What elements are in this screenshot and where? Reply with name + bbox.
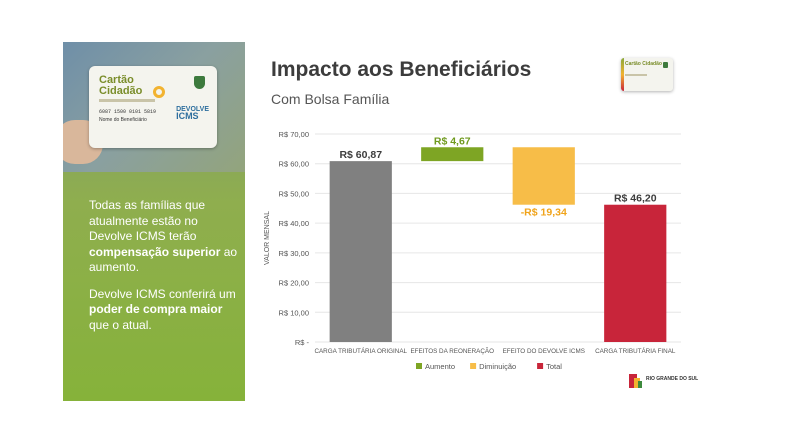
- x-tick-label: EFEITO DO DEVOLVE ICMS: [503, 348, 585, 355]
- card-photo: Cartão Cidadão 6087 1500 0101 5819 Nome …: [63, 42, 245, 172]
- left-panel: Cartão Cidadão 6087 1500 0101 5819 Nome …: [63, 42, 245, 401]
- card-stripe: [99, 99, 155, 102]
- slide-subtitle: Com Bolsa Família: [271, 91, 390, 107]
- cartao-cidadao-card: Cartão Cidadão 6087 1500 0101 5819 Nome …: [89, 66, 217, 148]
- bar-total: [329, 161, 392, 342]
- state-crest-icon: [194, 76, 205, 89]
- y-tick-label: R$ 70,00: [279, 130, 309, 139]
- bar-data-label: R$ 60,87: [339, 149, 382, 161]
- y-tick-label: R$ 30,00: [279, 249, 309, 258]
- bar-diminuicao: [512, 147, 575, 205]
- rs-logo-text: RIO GRANDE DO SUL: [646, 376, 699, 382]
- card-program-bottom: ICMS: [176, 111, 199, 121]
- chart-svg: R$ - R$ 10,00 R$ 20,00 R$ 30,00 R$ 40,00 R$ 5…: [264, 130, 681, 371]
- y-tick-label: R$ 10,00: [279, 308, 309, 317]
- bar-data-label: R$ 46,20: [614, 193, 657, 205]
- mini-card-stripe: [625, 74, 647, 76]
- mini-card-bar: [621, 58, 624, 91]
- x-tick-label: EFEITOS DA REONERAÇÃO: [410, 346, 494, 355]
- x-tick-label: CARGA TRIBUTÁRIA FINAL: [595, 346, 676, 355]
- paragraph-1-bold: compensação superior: [89, 244, 221, 259]
- bar-total: [604, 204, 667, 342]
- legend-label: Diminuição: [479, 362, 516, 371]
- paragraph-2: Devolve ICMS conferirá um poder de compr…: [89, 287, 239, 334]
- mini-card-logo: Cartão Cidadão: [621, 58, 673, 91]
- legend-label: Total: [546, 362, 562, 371]
- y-tick-label: R$ 60,00: [279, 160, 309, 169]
- left-text: Todas as famílias que atualmente estão n…: [89, 198, 239, 344]
- bar-aumento: [421, 147, 484, 162]
- x-tick-label: CARGA TRIBUTÁRIA ORIGINAL: [314, 346, 407, 355]
- paragraph-1-end: ao aumento.: [89, 244, 238, 275]
- card-program-top: DEVOLVE: [176, 106, 209, 113]
- rs-logo-icon: [629, 374, 642, 388]
- card-program-logo: DEVOLVE ICMS: [176, 106, 209, 121]
- paragraph-1: Todas as famílias que atualmente estão n…: [89, 198, 239, 276]
- legend-swatch: [470, 363, 477, 369]
- card-holder-name: Nome do Beneficiário: [99, 117, 147, 123]
- y-tick-label: R$ 50,00: [279, 189, 309, 198]
- mini-card-title: Cartão Cidadão: [625, 61, 662, 67]
- legend-swatch: [537, 363, 544, 369]
- rs-government-logo: RIO GRANDE DO SUL: [629, 372, 699, 394]
- slide-title: Impacto aos Beneficiários: [271, 58, 532, 81]
- y-tick-label: R$ -: [295, 338, 310, 347]
- legend-label: Aumento: [425, 362, 455, 371]
- slide: Cartão Cidadão 6087 1500 0101 5819 Nome …: [63, 42, 704, 401]
- y-axis-label: VALOR MENSAL: [264, 211, 271, 265]
- paragraph-1-text: Todas as famílias que atualmente estão n…: [89, 198, 206, 243]
- y-tick-label: R$ 20,00: [279, 279, 309, 288]
- y-tick-label: R$ 40,00: [279, 219, 309, 228]
- mini-crest-icon: [663, 62, 668, 68]
- waterfall-chart: R$ - R$ 10,00 R$ 20,00 R$ 30,00 R$ 40,00 R$ 5…: [253, 124, 693, 374]
- paragraph-2-end: que o atual.: [89, 317, 152, 332]
- bar-data-label: R$ 4,67: [434, 135, 471, 147]
- card-q-icon: [153, 86, 165, 98]
- legend-swatch: [416, 363, 422, 369]
- bar-data-label: -R$ 19,34: [521, 207, 567, 219]
- paragraph-2-text: Devolve ICMS conferirá um: [89, 286, 236, 301]
- paragraph-2-bold: poder de compra maior: [89, 302, 223, 316]
- card-number: 6087 1500 0101 5819: [99, 109, 157, 115]
- card-title: Cartão Cidadão: [99, 74, 143, 97]
